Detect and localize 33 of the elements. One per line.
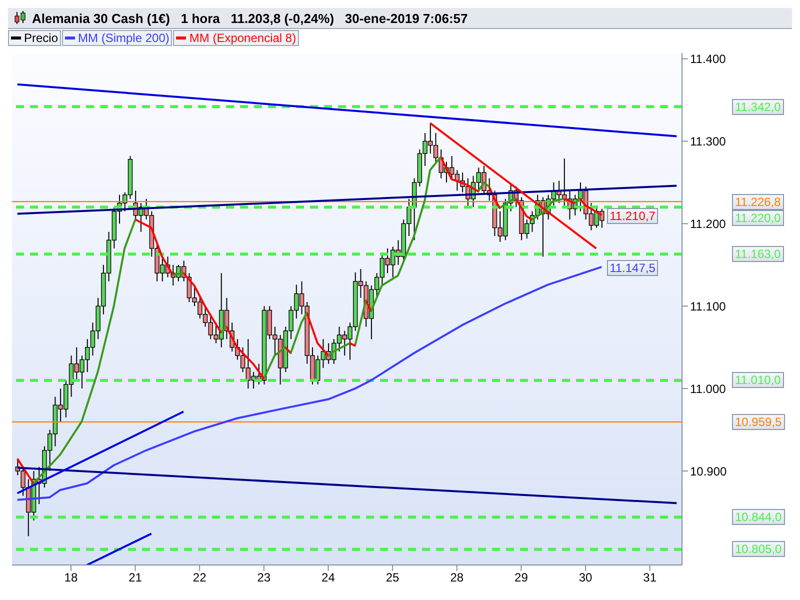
x-tick-label: 25 [386, 570, 400, 585]
x-tick-label: 18 [64, 570, 78, 585]
y-tick-label: 11.400 [690, 52, 726, 66]
legend-label: MM (Exponencial 8) [173, 30, 300, 46]
chart-title: Alemania 30 Cash (1€) [32, 10, 170, 26]
x-tick-label: 24 [322, 570, 336, 585]
x-tick-label: 30 [578, 570, 593, 585]
legend-label: MM (Simple 200) [62, 30, 172, 46]
y-tick-label: 11.100 [690, 299, 726, 314]
chart-subtitle: 1 hora 11.203,8 (-0,24%) 30-ene-2019 7:06:57 [180, 10, 468, 26]
line-series [16, 156, 603, 484]
ref-line-label: 11.220,0 [732, 210, 784, 226]
ref-line-label: 10.805,0 [732, 541, 785, 558]
y-tick-label: 11.200 [690, 216, 726, 231]
legend-label: Precio [8, 30, 62, 46]
ref-line-label: 11.342,0 [732, 98, 784, 115]
x-tick-label: 31 [643, 570, 657, 585]
x-tick-label: 21 [128, 570, 142, 585]
line-series [16, 266, 603, 501]
y-tick-label: 10.900 [690, 464, 728, 478]
ref-line-label: 11.163,0 [732, 246, 784, 262]
x-tick-label: 23 [257, 570, 271, 585]
ref-line-label: 11.226,8 [732, 194, 784, 210]
x-tick-label: 28 [450, 570, 464, 585]
ref-line-label: 10.959,5 [732, 414, 785, 430]
y-tick-label: 11.000 [690, 382, 726, 396]
x-tick-label: 22 [192, 570, 207, 585]
data-label: 11.210,7 [606, 208, 658, 224]
ref-line-label: 11.010,0 [732, 372, 784, 388]
ref-line-label: 10.844,0 [732, 509, 785, 526]
y-tick-label: 11.300 [690, 134, 726, 148]
data-label: 11.147,5 [606, 260, 658, 276]
x-tick-label: 29 [514, 570, 528, 585]
